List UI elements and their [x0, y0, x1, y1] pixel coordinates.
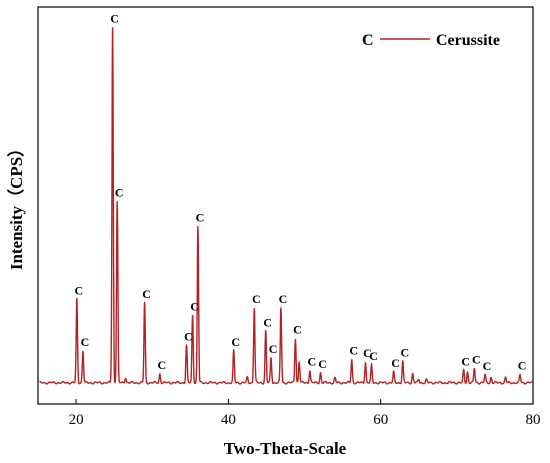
peak-label: C: [461, 354, 470, 368]
peak-label: C: [349, 344, 358, 358]
peak-label: C: [363, 346, 372, 360]
x-tick-label: 80: [526, 412, 541, 428]
x-tick-label: 60: [373, 412, 388, 428]
peak-label: C: [252, 292, 261, 306]
peak-label: C: [318, 357, 327, 371]
peak-label: C: [142, 287, 151, 301]
peak-label: C: [263, 315, 272, 329]
peak-label: C: [115, 186, 124, 200]
peak-label: C: [196, 211, 205, 225]
y-axis-title: Intensity（CPS）: [6, 140, 26, 270]
peak-label: C: [472, 353, 481, 367]
plot-frame: [37, 6, 534, 405]
peak-label: C: [518, 359, 527, 373]
peak-label: C: [231, 335, 240, 349]
peak-label: C: [400, 345, 409, 359]
x-axis-title: Two-Theta-Scale: [224, 439, 347, 458]
peak-label: C: [369, 349, 378, 363]
peak-label: C: [269, 342, 278, 356]
peak-label: C: [293, 322, 302, 336]
peak-label: C: [279, 292, 288, 306]
peak-label: C: [81, 335, 90, 349]
xrd-pattern-line: [39, 27, 533, 385]
legend: C Cerussite: [362, 32, 500, 49]
peak-label: C: [158, 358, 167, 372]
peak-label: C: [110, 12, 119, 26]
x-axis-ticks: 20 40 60 80: [69, 399, 541, 428]
peak-label: C: [483, 359, 492, 373]
peak-label: C: [75, 283, 84, 297]
peak-label: C: [190, 299, 199, 313]
peak-label: C: [308, 354, 317, 368]
peak-label: C: [184, 329, 193, 343]
legend-series-label: Cerussite: [436, 32, 500, 49]
legend-marker-label: C: [362, 32, 374, 49]
x-tick-label: 40: [221, 412, 236, 428]
peak-label: C: [391, 356, 400, 370]
x-tick-label: 20: [69, 412, 84, 428]
